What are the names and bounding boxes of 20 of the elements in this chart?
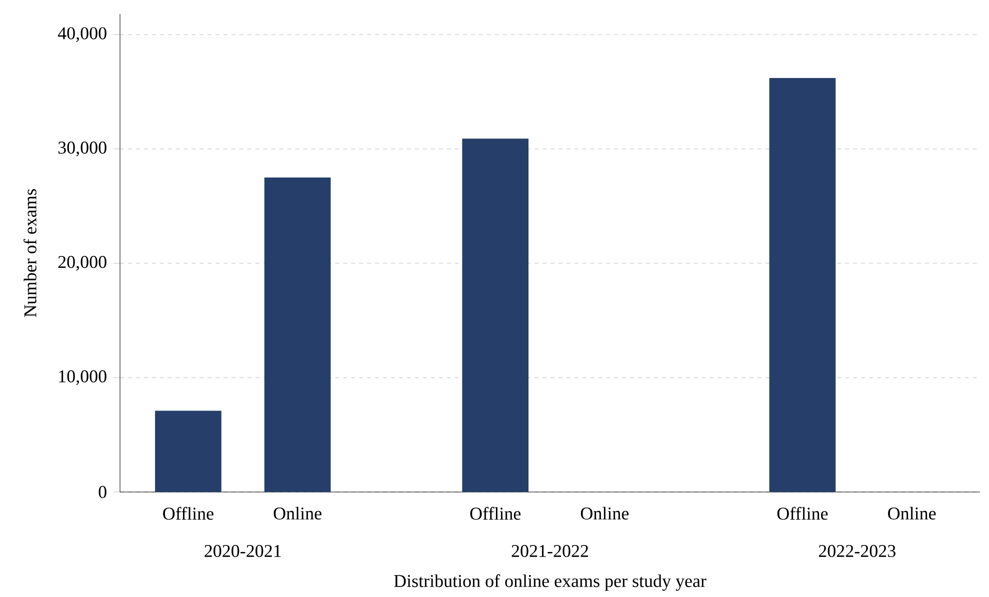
y-tick-label: 20,000 [58,256,106,271]
text: Offline [470,507,521,520]
y-axis-title: Number of exams [24,189,36,318]
bar [462,138,529,492]
series-label: Offline [163,507,214,520]
x-axis-title: Distribution of online exams per study year [394,574,706,591]
x-tick-label: 2022-2023 [818,545,896,558]
text: Online [580,507,629,520]
series-label: Online [274,507,322,520]
x-tick-label: 2020-2021 [204,545,281,558]
y-tick-label: 0 [98,486,106,498]
bar [264,178,331,492]
text: Online [888,507,936,520]
y-tick-label: 30,000 [58,142,106,156]
y-tick-label: 40,000 [58,27,106,42]
y-tick-label: 10,000 [59,370,106,386]
x-tick-label: 2021-2022 [512,545,588,558]
bar [155,410,222,492]
text: Offline [777,507,828,520]
bar [769,78,836,492]
